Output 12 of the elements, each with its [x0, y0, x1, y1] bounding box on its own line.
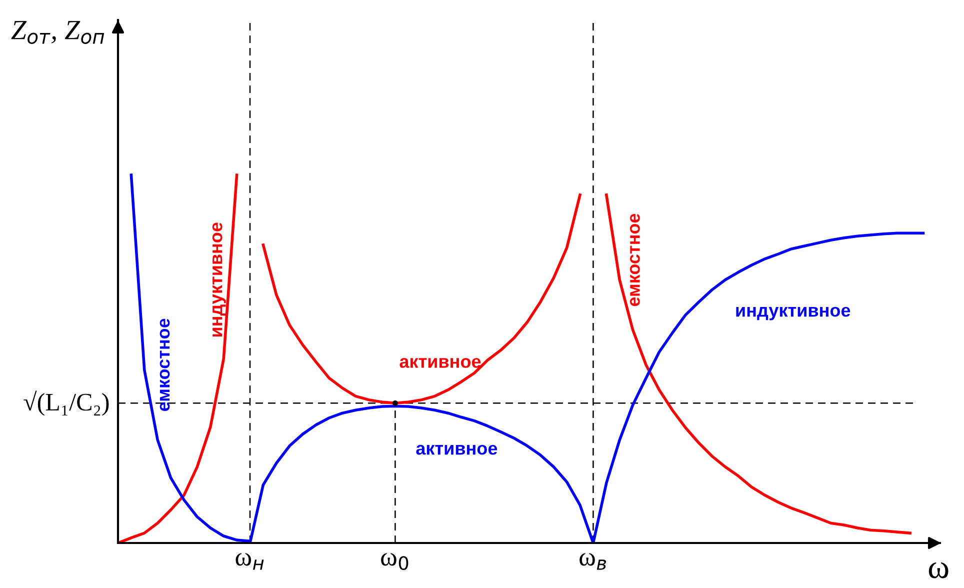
x-tick-label: ω$_{н}$ [236, 553, 264, 570]
ref-line-label: √(L₁/C₂) [24, 390, 109, 416]
text: емкостное [160, 318, 170, 411]
y-axis-title: Z$_{от}$, Z$_{оп}$ [11, 20, 104, 44]
text: индуктивное [212, 222, 226, 337]
x-tick-label: ω$_{в}$ [580, 553, 606, 570]
x-tick-label: ω$_{0}$ [381, 553, 408, 570]
text: емкостное [630, 214, 640, 306]
x-axis-title: ω [928, 562, 948, 578]
series-label: активное [416, 444, 498, 455]
series-label: активное [400, 358, 481, 368]
series-label: индуктивное [736, 306, 850, 320]
